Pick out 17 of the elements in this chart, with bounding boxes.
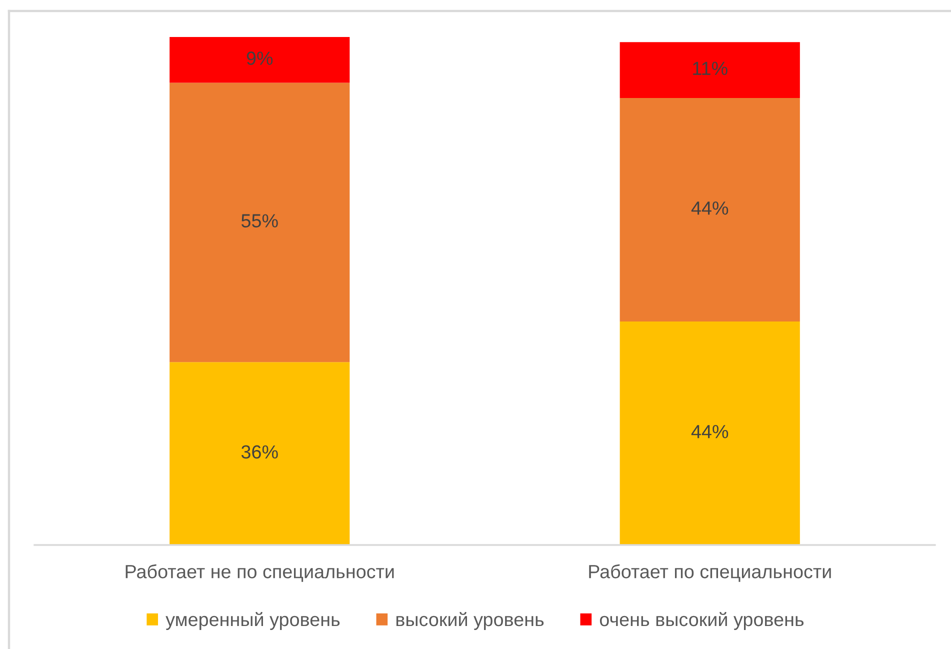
bar bbox=[170, 37, 350, 83]
bar bbox=[620, 42, 800, 98]
legend-label: высокий уровень bbox=[396, 612, 544, 630]
x-tick-label: Работает не по специальности bbox=[126, 564, 394, 582]
bar bbox=[170, 362, 350, 545]
bar bbox=[620, 321, 800, 545]
legend-label: умеренный уровень bbox=[166, 612, 340, 630]
x-tick-label: Работает по специальности bbox=[589, 564, 831, 582]
bar bbox=[170, 82, 350, 362]
data-label: 36% bbox=[241, 445, 278, 459]
data-label: 9% bbox=[246, 52, 273, 65]
bar bbox=[620, 98, 800, 322]
legend-label: очень высокий уровень bbox=[600, 612, 804, 630]
data-label: 11% bbox=[693, 62, 728, 76]
data-label: 44% bbox=[691, 201, 728, 215]
data-label: 44% bbox=[691, 425, 728, 438]
data-label: 55% bbox=[241, 214, 278, 228]
